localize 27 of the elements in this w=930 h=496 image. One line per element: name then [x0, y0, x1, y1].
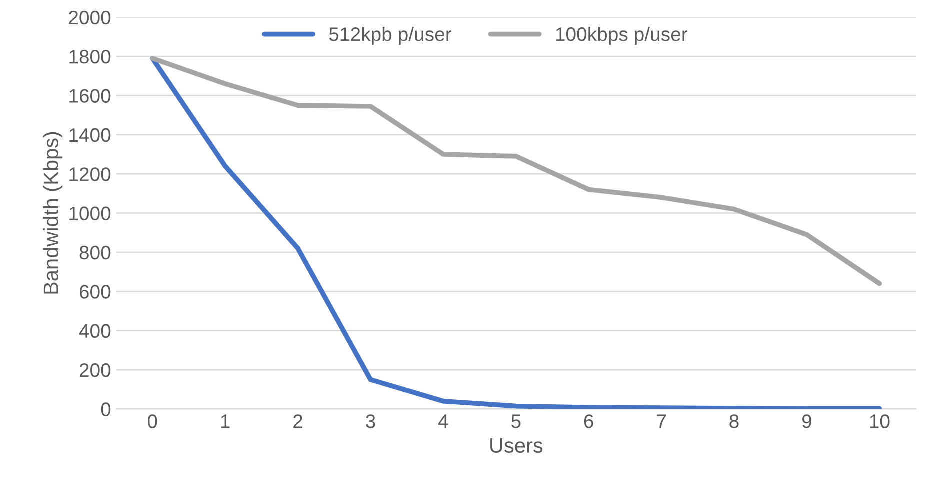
line-series	[150, 56, 882, 286]
y-tick-label: 1600	[70, 89, 111, 103]
y-tick-label: 1000	[70, 206, 111, 221]
x-tick-label: 5	[512, 414, 521, 428]
x-tick-label: 3	[366, 414, 376, 428]
x-tick-label: 4	[438, 414, 448, 428]
x-tick-label: 6	[584, 414, 594, 428]
y-tick-label: 200	[80, 363, 111, 378]
y-tick-label: 1200	[70, 168, 111, 182]
y-tick-label: 1800	[70, 50, 111, 64]
x-tick-label: 0	[148, 414, 158, 428]
y-tick-label: 0	[101, 402, 111, 416]
x-tick-label: 10	[870, 414, 890, 428]
y-tick-label: 2000	[69, 10, 111, 25]
x-axis-title: Users	[490, 438, 543, 454]
x-tick-label: 7	[657, 414, 666, 428]
legend-label: 100kbps p/user	[556, 27, 688, 46]
x-tick-label: 2	[294, 414, 302, 428]
y-tick-label: 1400	[70, 128, 111, 142]
x-tick-label: 1	[221, 414, 230, 428]
y-tick-label: 400	[79, 324, 111, 338]
y-axis-title: Bandwidth (Kbps)	[43, 132, 63, 294]
legend-label: 512kpb p/user	[329, 27, 452, 46]
y-tick-label: 800	[80, 246, 111, 260]
x-tick-label: 9	[802, 414, 812, 428]
x-tick-label: 8	[730, 414, 739, 428]
y-tick-label: 600	[80, 285, 111, 299]
